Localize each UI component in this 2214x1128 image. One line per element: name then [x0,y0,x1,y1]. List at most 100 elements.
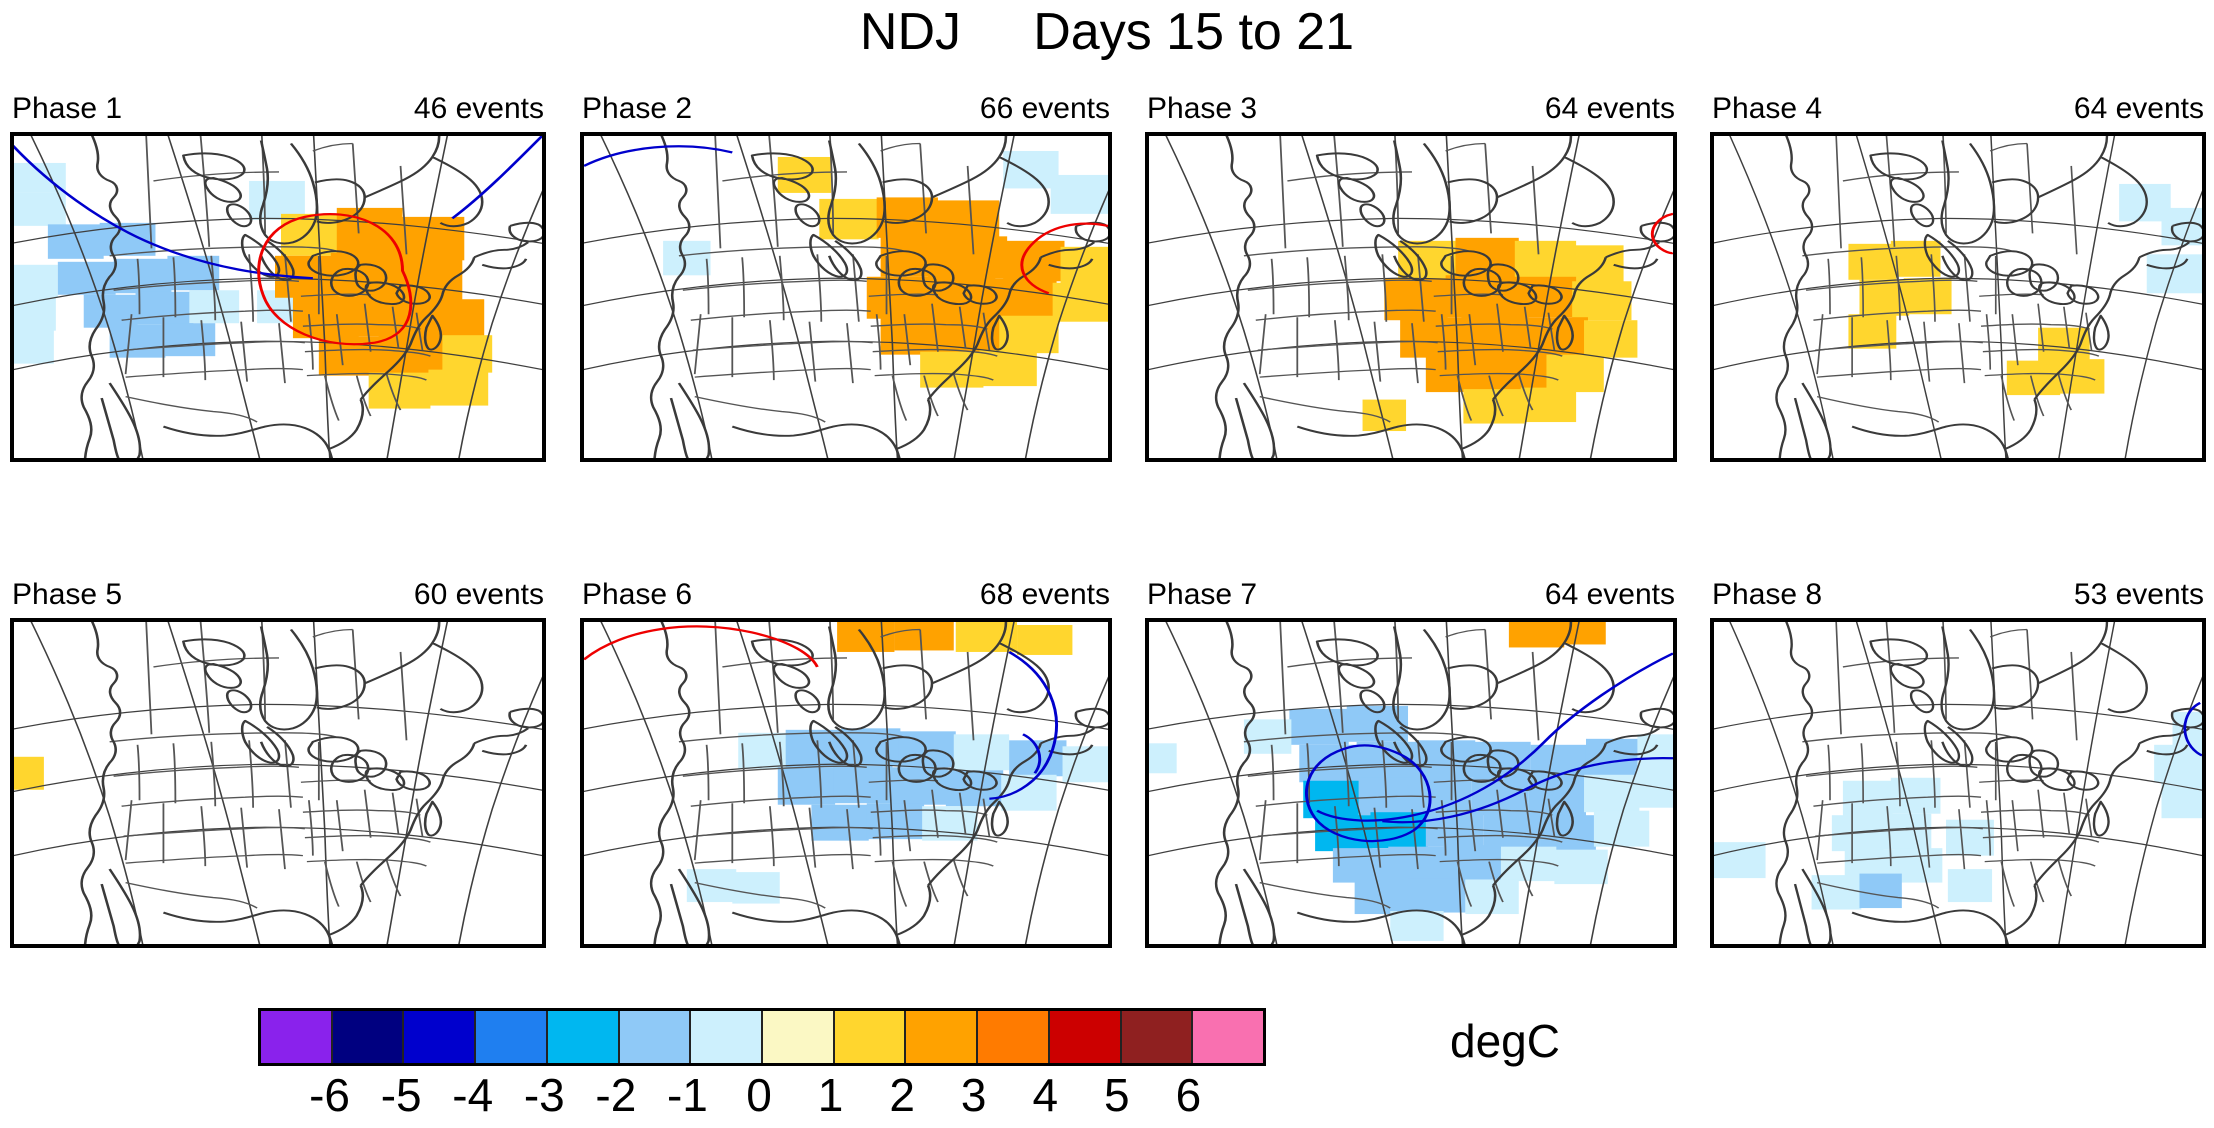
map-canvas-phase-5 [10,618,546,948]
colorbar-tick-label: 0 [746,1069,772,1121]
anomaly-cell [2146,254,2202,294]
anomaly-cell [83,294,138,328]
colorbar-tick-label: -5 [380,1069,422,1121]
panel-header-phase-4: Phase 4 64 events [1710,92,2206,130]
coastline [1214,622,1673,944]
coastline [649,136,1108,458]
anomaly-cell [14,296,56,331]
map-panel-phase-1: Phase 1 46 events [10,92,546,462]
colorbar-swatch [1049,1011,1122,1063]
panel-event-count: 60 events [413,578,544,611]
anomaly-cell [1508,622,1565,648]
anomaly-cell [833,765,893,804]
anomaly-cell [1003,240,1065,282]
anomaly-cell [14,756,44,790]
panel-event-count: 53 events [2073,578,2204,611]
anomaly-cell [1408,878,1466,913]
anomaly-cell [428,369,489,406]
panel-header-phase-8: Phase 8 53 events [1710,578,2206,616]
anomaly-cell [14,327,54,364]
colorbar-tick-label: 3 [960,1069,987,1121]
colorbar-swatch [1193,1011,1264,1063]
anomaly-cell [1243,719,1292,754]
contour-neg [989,651,1058,800]
anomaly-cell [811,804,869,841]
contour-neg [584,145,733,167]
colorbar-swatch [691,1011,764,1063]
coastline [80,622,542,944]
contour-pos [1020,222,1108,295]
anomaly-cell [14,192,66,226]
map-canvas-phase-3 [1145,132,1677,462]
anomaly-cell [1354,879,1411,915]
contour-pos [584,625,819,668]
colorbar-swatch [1121,1011,1194,1063]
anomaly-cell [1584,774,1640,813]
anomaly-cell [935,200,1000,240]
colorbar-tick-label: 4 [1032,1069,1059,1121]
colorbar-swatch [332,1011,405,1063]
coastline [1775,136,2202,458]
panel-event-count: 68 events [979,578,1110,611]
colorbar-swatch [404,1011,477,1063]
panel-phase-label: Phase 3 [1147,92,1258,125]
anomaly-cell [738,732,792,769]
anomaly-cell [894,622,954,651]
contour-neg [1316,652,1673,822]
anomaly-cell [732,872,780,904]
anomaly-cell [398,216,465,261]
graticule [14,622,542,944]
anomaly-cell [663,240,711,276]
map-panel-phase-5: Phase 5 60 events [10,578,546,948]
colorbar-tick-label: 1 [817,1069,844,1121]
anomaly-cell [1584,320,1638,358]
anomaly-cell [135,291,194,325]
significance-contours [584,625,1058,800]
map-panel-phase-6: Phase 6 68 events [580,578,1112,948]
anomaly-cell [1562,622,1606,645]
significance-contours [14,136,542,346]
coastline [80,136,542,458]
graticule [1149,136,1673,458]
panel-header-phase-6: Phase 6 68 events [580,578,1112,616]
anomaly-cell [99,222,156,256]
anomaly-cell [1473,741,1531,780]
colorbar-tick-label: 2 [889,1069,915,1121]
colorbar-swatch [834,1011,907,1063]
colorbar-swatch [763,1011,835,1063]
anomaly-cell [1554,849,1608,885]
anomaly-cell [920,351,984,388]
map-panel-phase-4: Phase 4 64 events [1710,92,2206,462]
colorbar-tick-label: 6 [1175,1069,1202,1121]
anomaly-cell [991,278,1057,319]
anomaly-cell [292,296,359,339]
map-canvas-phase-4 [1710,132,2206,462]
anomaly-shading [14,756,44,790]
colorbar-ticks: -6 -5 -4 -3 -2 -1 0 1 2 3 4 5 6 [258,1068,1260,1128]
map-canvas-phase-1 [10,132,546,462]
anomaly-shading [1714,711,2202,910]
anomaly-shading [14,162,493,409]
anomaly-shading [1149,622,1673,942]
map-panel-phase-8: Phase 8 53 events [1710,578,2206,948]
contour-pos [257,212,413,346]
anomaly-cell [1050,174,1108,214]
panel-phase-label: Phase 5 [12,578,123,611]
anomaly-cell [999,315,1059,354]
panel-header-phase-1: Phase 1 46 events [10,92,546,130]
colorbar-tick-label: -6 [309,1069,351,1121]
panel-header-phase-7: Phase 7 64 events [1145,578,1677,616]
coastline [1214,136,1673,458]
colorbar-tick-label: -2 [595,1069,637,1121]
anomaly-cell [1842,780,1893,817]
anomaly-cell [1384,278,1448,321]
anomaly-cell [1903,278,1952,315]
graticule [1714,622,2202,944]
panel-header-phase-5: Phase 5 60 events [10,578,546,616]
anomaly-cell [1947,869,1993,903]
graticule [584,622,1108,944]
graticule [14,136,542,458]
anomaly-cell [941,236,1008,279]
panel-phase-label: Phase 2 [582,92,693,125]
figure-title: NDJ Days 15 to 21 [859,3,1355,61]
